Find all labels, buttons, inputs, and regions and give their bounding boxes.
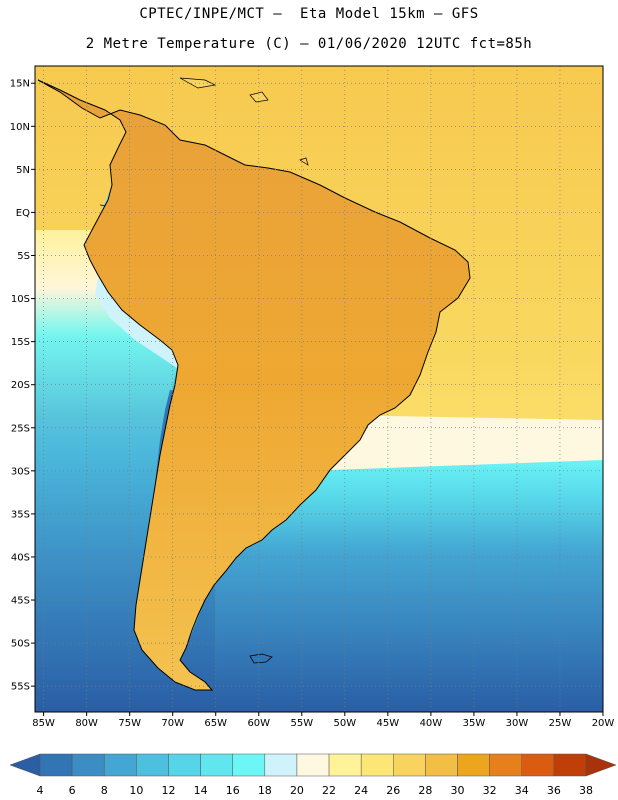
colorbar-level-label: 24	[354, 784, 368, 797]
colorbar-level-label: 38	[579, 784, 593, 797]
colorbar-under-arrow	[9, 753, 41, 777]
colorbar-level-label: 22	[322, 784, 336, 797]
lon-label: 75W	[118, 718, 141, 729]
lat-label: 10N	[10, 122, 30, 133]
map-frame	[34, 65, 604, 713]
colorbar-swatch	[328, 753, 362, 777]
colorbar-swatch	[425, 753, 458, 777]
colorbar-level-label: 10	[129, 784, 143, 797]
colorbar-swatch	[168, 753, 201, 777]
colorbar-level-label: 12	[161, 784, 175, 797]
latitude-axis: 15N 10N 5N EQ 5S 10S 15S 20S 25S 30S 35S 40S 45S 50S 5…	[10, 79, 35, 693]
lon-label: 20W	[592, 718, 615, 729]
colorbar-swatch	[393, 753, 426, 777]
lon-label: 40W	[420, 718, 443, 729]
colorbar-level-label: 20	[290, 784, 304, 797]
lon-label: 85W	[32, 718, 55, 729]
colorbar-swatch	[521, 753, 555, 777]
lat-label: 15N	[10, 79, 30, 90]
colorbar-swatch	[232, 753, 266, 777]
lon-label: 55W	[290, 718, 313, 729]
lon-label: 35W	[463, 718, 486, 729]
colorbar-swatch	[360, 753, 394, 777]
colorbar-level-label: 14	[194, 784, 208, 797]
map-subtitle: 2 Metre Temperature (C) – 01/06/2020 12U…	[85, 36, 533, 52]
lon-label: 45W	[377, 718, 400, 729]
lat-label: 40S	[11, 552, 30, 563]
lat-label: 5S	[17, 251, 30, 262]
colorbar-level-label: 32	[483, 784, 497, 797]
colorbar-swatch	[200, 753, 233, 777]
lat-label: 10S	[11, 294, 30, 305]
lat-label: 15S	[11, 337, 30, 348]
lat-label: 45S	[11, 596, 30, 607]
lon-label: 30W	[506, 718, 529, 729]
colorbar-swatch	[103, 753, 137, 777]
colorbar-swatch	[553, 753, 587, 777]
colorbar-level-label: 28	[418, 784, 432, 797]
graticule	[35, 66, 603, 712]
lat-label: 30S	[11, 466, 30, 477]
lon-label: 70W	[161, 718, 184, 729]
lat-label: 5N	[16, 165, 30, 176]
colorbar: 4 6 8 10 12 14 16 18 20 22 24 26 28 30 32 34 36 38	[9, 753, 617, 797]
colorbar-level-label: 26	[386, 784, 400, 797]
colorbar-swatch	[457, 753, 490, 777]
longitude-axis: 85W 80W 75W 70W 65W 60W 55W 50W 45W 40W 35W 30W 25W 2…	[32, 712, 614, 729]
colorbar-swatch	[71, 753, 105, 777]
colorbar-level-label: 16	[226, 784, 240, 797]
map-field	[35, 66, 603, 712]
colorbar-swatch	[296, 753, 330, 777]
lon-label: 65W	[204, 718, 227, 729]
lat-label: 50S	[11, 639, 30, 650]
colorbar-swatch	[39, 753, 73, 777]
colorbar-level-label: 8	[101, 784, 108, 797]
lon-label: 50W	[334, 718, 357, 729]
colorbar-over-arrow	[585, 753, 617, 777]
colorbar-level-label: 30	[451, 784, 465, 797]
lat-label: 55S	[11, 682, 30, 693]
colorbar-level-label: 6	[69, 784, 76, 797]
colorbar-level-label: 18	[258, 784, 272, 797]
lat-label: 25S	[11, 423, 30, 434]
colorbar-level-label: 34	[515, 784, 529, 797]
colorbar-swatch	[264, 753, 298, 777]
colorbar-swatch	[136, 753, 169, 777]
lon-label: 25W	[549, 718, 572, 729]
map-title: CPTEC/INPE/MCT – Eta Model 15km – GFS	[139, 6, 479, 22]
colorbar-level-label: 4	[37, 784, 44, 797]
lon-label: 60W	[247, 718, 270, 729]
lat-label: EQ	[16, 208, 30, 219]
colorbar-swatch	[489, 753, 523, 777]
lat-label: 35S	[11, 509, 30, 520]
lat-label: 20S	[11, 380, 30, 391]
lon-label: 80W	[75, 718, 98, 729]
colorbar-level-label: 36	[547, 784, 561, 797]
